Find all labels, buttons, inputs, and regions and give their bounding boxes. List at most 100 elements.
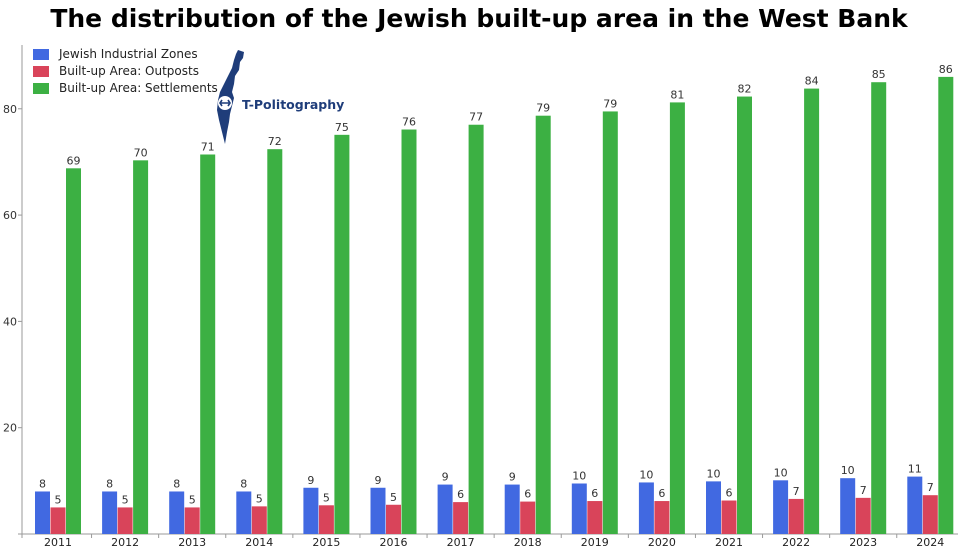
bar-settlements-2013 <box>200 154 216 535</box>
data-label: 5 <box>189 493 196 506</box>
bars <box>35 76 954 535</box>
logo: T-Politography <box>210 48 344 148</box>
bar-industrial-2013 <box>169 491 185 534</box>
legend-swatch <box>33 66 49 77</box>
bar-industrial-2016 <box>370 487 386 534</box>
bar-industrial-2019 <box>571 483 587 534</box>
data-label: 5 <box>323 491 330 504</box>
legend-label: Jewish Industrial Zones <box>59 47 198 61</box>
x-tick-label: 2015 <box>312 536 340 549</box>
data-label: 76 <box>402 116 416 129</box>
data-label: 70 <box>134 146 148 159</box>
bar-outposts-2012 <box>117 507 133 534</box>
bar-outposts-2021 <box>721 500 737 534</box>
bar-outposts-2015 <box>318 505 334 534</box>
data-label: 6 <box>726 487 733 500</box>
bar-industrial-2020 <box>638 482 654 534</box>
bar-industrial-2018 <box>504 484 520 534</box>
legend-item: Built-up Area: Settlements <box>33 80 218 97</box>
x-tick-label: 2022 <box>782 536 810 549</box>
x-tick-label: 2021 <box>715 536 743 549</box>
israel-map-icon <box>217 50 244 144</box>
data-label: 8 <box>106 477 113 490</box>
data-label: 10 <box>774 466 788 479</box>
data-label: 11 <box>908 463 922 476</box>
legend-label: Built-up Area: Settlements <box>59 81 218 95</box>
x-tick-label: 2019 <box>581 536 609 549</box>
bar-industrial-2014 <box>236 491 252 534</box>
x-tick-label: 2023 <box>849 536 877 549</box>
bar-industrial-2011 <box>35 491 50 534</box>
bar-outposts-2019 <box>587 501 603 534</box>
bar-industrial-2015 <box>303 487 319 534</box>
data-label: 10 <box>707 467 721 480</box>
x-tick-label: 2013 <box>178 536 206 549</box>
data-label: 10 <box>572 470 586 483</box>
bar-industrial-2012 <box>102 491 118 534</box>
bar-settlements-2015 <box>334 134 350 534</box>
bar-settlements-2020 <box>669 102 685 534</box>
axes: 20 40 60 80 2011 2012 2013 2014 2015 2016 2017 2018… <box>3 45 958 549</box>
data-label: 79 <box>603 97 617 110</box>
bar-outposts-2017 <box>453 502 469 534</box>
data-label: 71 <box>201 140 215 153</box>
legend-swatch <box>33 49 49 60</box>
x-tick-label: 2020 <box>648 536 676 549</box>
x-tick-label: 2011 <box>44 536 72 549</box>
data-label: 6 <box>591 487 598 500</box>
data-label: 82 <box>738 83 752 96</box>
data-label: 8 <box>39 477 46 490</box>
data-label: 9 <box>509 471 516 484</box>
bar-settlements-2021 <box>737 96 752 534</box>
bar-settlements-2017 <box>468 124 484 534</box>
data-label: 5 <box>122 493 129 506</box>
data-label: 10 <box>639 468 653 481</box>
data-label: 81 <box>670 88 684 101</box>
bar-settlements-2018 <box>535 115 551 535</box>
bar-settlements-2022 <box>804 88 820 535</box>
bar-industrial-2023 <box>840 478 856 534</box>
logo-text: T-Politography <box>242 97 345 112</box>
bar-industrial-2017 <box>437 484 453 534</box>
data-label: 7 <box>860 484 867 497</box>
data-label: 72 <box>268 135 282 148</box>
bar-outposts-2011 <box>50 507 66 534</box>
data-label: 86 <box>939 63 953 76</box>
y-tick-label: 20 <box>3 422 17 435</box>
data-label: 77 <box>469 111 483 124</box>
data-label: 7 <box>793 485 800 498</box>
bar-industrial-2022 <box>773 480 789 534</box>
legend-item: Built-up Area: Outposts <box>33 63 218 80</box>
bar-settlements-2024 <box>938 76 954 535</box>
y-tick-label: 80 <box>3 103 17 116</box>
data-label: 9 <box>442 471 449 484</box>
data-label: 79 <box>536 102 550 115</box>
bar-outposts-2013 <box>184 507 200 534</box>
y-tick-label: 60 <box>3 209 17 222</box>
data-label: 85 <box>872 68 886 81</box>
data-label: 7 <box>927 481 934 494</box>
bar-industrial-2024 <box>907 476 923 534</box>
x-tick-label: 2016 <box>380 536 408 549</box>
bar-outposts-2018 <box>520 501 536 534</box>
data-label: 5 <box>55 493 62 506</box>
data-label: 84 <box>805 75 819 88</box>
data-label: 9 <box>375 474 382 487</box>
chart-title: The distribution of the Jewish built-up … <box>50 4 908 33</box>
legend-swatch <box>33 83 49 94</box>
legend-label: Built-up Area: Outposts <box>59 64 199 78</box>
data-label: 10 <box>841 464 855 477</box>
legend-item: Jewish Industrial Zones <box>33 46 218 63</box>
data-label: 5 <box>390 491 397 504</box>
bar-industrial-2021 <box>706 481 721 534</box>
bar-settlements-2016 <box>401 129 417 534</box>
data-label: 8 <box>240 477 247 490</box>
legend: Jewish Industrial Zones Built-up Area: Ou… <box>33 46 218 97</box>
bar-settlements-2014 <box>267 149 283 534</box>
x-tick-label: 2018 <box>514 536 542 549</box>
bar-outposts-2024 <box>922 495 938 534</box>
x-tick-label: 2012 <box>111 536 139 549</box>
data-label: 9 <box>307 474 314 487</box>
data-label: 6 <box>658 487 665 500</box>
